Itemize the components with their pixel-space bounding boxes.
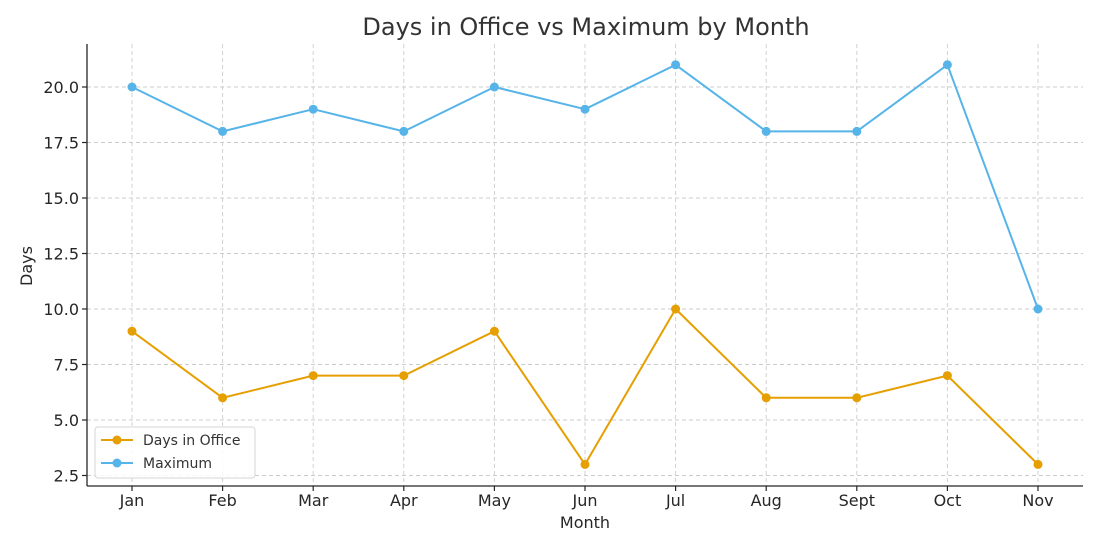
x-tick-label: Nov <box>1022 491 1053 510</box>
y-tick-label: 12.5 <box>43 245 79 264</box>
legend-marker-maximum <box>112 458 122 468</box>
x-tick-label: Aug <box>751 491 782 510</box>
data-point-days-in-office <box>489 326 499 336</box>
data-point-days-in-office <box>761 393 771 403</box>
x-tick-label: Oct <box>934 491 962 510</box>
y-tick-label: 10.0 <box>43 300 79 319</box>
x-tick-label: Jun <box>572 491 598 510</box>
data-point-days-in-office <box>1033 459 1043 469</box>
legend: Days in Office Maximum <box>94 426 256 479</box>
data-point-days-in-office <box>580 459 590 469</box>
x-tick-label: Sept <box>839 491 875 510</box>
y-tick-label: 5.0 <box>54 411 79 430</box>
y-axis-ticks: 2.5 5.0 7.5 10.0 12.5 15.0 17.5 20.0 <box>43 78 87 486</box>
data-point-maximum <box>942 60 952 70</box>
data-point-maximum <box>761 126 771 136</box>
data-point-days-in-office <box>127 326 137 336</box>
data-point-maximum <box>852 126 862 136</box>
data-point-days-in-office <box>399 371 409 381</box>
data-point-maximum <box>308 104 318 114</box>
data-point-maximum <box>1033 304 1043 314</box>
y-tick-label: 15.0 <box>43 189 79 208</box>
data-series <box>127 60 1043 469</box>
x-tick-label: May <box>478 491 511 510</box>
data-point-days-in-office <box>942 371 952 381</box>
x-tick-label: Mar <box>298 491 329 510</box>
x-tick-label: Apr <box>390 491 418 510</box>
y-tick-label: 7.5 <box>54 356 79 375</box>
data-point-maximum <box>671 60 681 70</box>
grid-lines <box>87 44 1083 486</box>
legend-label-maximum: Maximum <box>143 456 212 472</box>
data-point-days-in-office <box>218 393 228 403</box>
data-point-maximum <box>489 82 499 92</box>
data-point-maximum <box>218 126 228 136</box>
y-tick-label: 20.0 <box>43 78 79 97</box>
x-axis-label: Month <box>560 513 610 532</box>
data-point-days-in-office <box>671 304 681 314</box>
data-point-days-in-office <box>308 371 318 381</box>
x-tick-label: Jul <box>665 491 685 510</box>
x-axis-ticks: Jan Feb Mar Apr May Jun Jul Aug Sept Oct Nov <box>119 486 1054 510</box>
y-tick-label: 17.5 <box>43 134 79 153</box>
y-axis-label: Days <box>17 246 36 286</box>
data-point-maximum <box>399 126 409 136</box>
data-point-days-in-office <box>852 393 862 403</box>
x-tick-label: Feb <box>208 491 236 510</box>
chart-title: Days in Office vs Maximum by Month <box>362 13 809 41</box>
y-tick-label: 2.5 <box>54 467 79 486</box>
legend-label-days-in-office: Days in Office <box>143 433 240 449</box>
data-point-maximum <box>127 82 137 92</box>
x-tick-label: Jan <box>119 491 145 510</box>
data-point-maximum <box>580 104 590 114</box>
legend-marker-days-in-office <box>112 435 122 445</box>
